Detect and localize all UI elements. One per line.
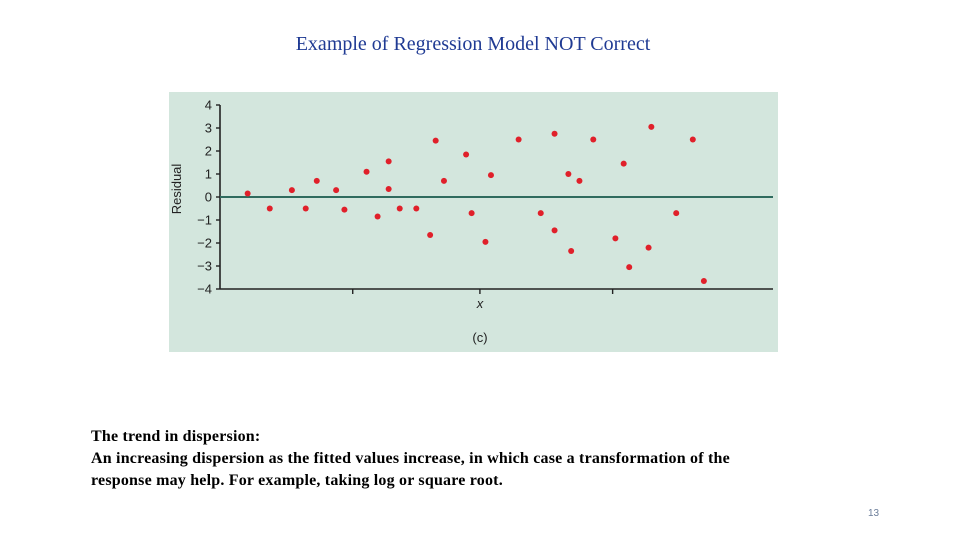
residual-point: [302, 205, 309, 212]
residual-point: [551, 130, 558, 137]
residual-point: [413, 205, 420, 212]
residual-plot-svg: 4 3 2 1 0 −1 −2 −3 −4 Residual x (c): [169, 98, 773, 345]
y-tick-label: −3: [197, 259, 212, 274]
y-tick-label: 4: [205, 98, 212, 113]
residual-point: [700, 277, 707, 284]
residual-point: [537, 210, 544, 217]
residual-point: [626, 264, 633, 271]
y-tick-label: 2: [205, 144, 212, 159]
figure-caption: (c): [472, 330, 487, 345]
residual-point: [590, 136, 597, 143]
residual-point: [565, 171, 572, 177]
residual-point: [396, 205, 403, 212]
x-axis: [220, 288, 773, 294]
y-tick-label: −1: [197, 213, 212, 228]
residual-point: [288, 187, 295, 194]
residual-point: [612, 235, 619, 242]
residual-point: [645, 244, 652, 251]
y-tick-label: −4: [197, 282, 212, 297]
residual-point: [266, 205, 273, 212]
residual-point: [576, 177, 583, 184]
residual-point: [568, 248, 575, 255]
residual-point: [487, 172, 494, 179]
residual-point: [363, 168, 370, 175]
body-line-1: The trend in dispersion:: [91, 428, 261, 445]
residual-points: [244, 123, 707, 284]
y-tick-label: 0: [205, 190, 212, 205]
residual-point: [468, 210, 475, 217]
y-axis: 4 3 2 1 0 −1 −2 −3 −4: [197, 98, 221, 297]
residual-point: [385, 185, 392, 192]
slide-title: Example of Regression Model NOT Correct: [295, 33, 651, 55]
y-tick-label: −2: [197, 236, 212, 251]
y-axis-label: Residual: [169, 164, 184, 215]
x-axis-label: x: [476, 296, 484, 311]
y-tick-label: 3: [205, 121, 212, 136]
residual-point: [515, 136, 522, 143]
residual-point: [427, 231, 434, 238]
residual-point: [689, 136, 696, 143]
residual-point: [385, 158, 392, 165]
residual-point: [673, 210, 680, 217]
residual-point: [244, 190, 251, 197]
y-tick-label: 1: [205, 167, 212, 182]
residual-point: [333, 187, 340, 194]
residual-plot: 4 3 2 1 0 −1 −2 −3 −4 Residual x (c): [169, 92, 778, 352]
residual-point: [341, 206, 348, 213]
residual-point: [313, 177, 320, 184]
body-line-2: An increasing dispersion as the fitted v…: [91, 450, 730, 467]
residual-point: [463, 151, 470, 158]
residual-point: [620, 160, 627, 167]
residual-point: [551, 227, 558, 234]
body-text: The trend in dispersion: An increasing d…: [91, 426, 911, 492]
residual-point: [440, 177, 447, 184]
residual-point: [432, 137, 439, 144]
residual-point: [374, 213, 381, 220]
residual-point: [648, 123, 655, 130]
page-number: 13: [868, 508, 880, 519]
body-line-3: response may help. For example, taking l…: [91, 472, 503, 489]
residual-point: [482, 238, 489, 245]
